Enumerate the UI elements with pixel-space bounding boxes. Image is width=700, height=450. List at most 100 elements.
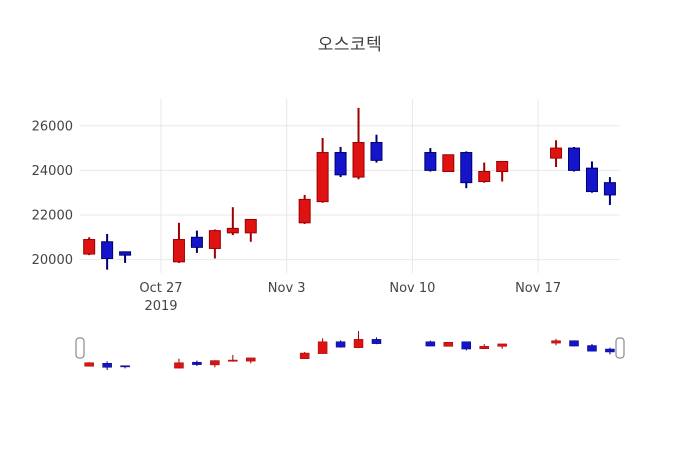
candle-body (442, 154, 455, 172)
rangeslider-mini-candle (353, 331, 364, 349)
rangeslider-mini-candle (210, 360, 220, 368)
rangeslider-mini-candle (551, 338, 561, 346)
mini-candle-body (569, 340, 579, 347)
mini-candle-body (443, 342, 454, 347)
x-axis-tick-sublabel: 2019 (144, 299, 177, 314)
rangeslider-mini-candle (605, 347, 615, 355)
rangeslider-mini-candle (228, 354, 238, 362)
mini-candle-body (120, 365, 130, 368)
x-axis-tick-label: Nov 10 (389, 281, 435, 296)
candle-up[interactable] (226, 207, 239, 236)
candle-down[interactable] (424, 148, 437, 172)
y-axis-tick-label: 26000 (32, 119, 73, 134)
candle-body (568, 147, 581, 171)
rangeslider-mini-candle (569, 340, 579, 347)
rangeslider-mini-candle (102, 361, 112, 370)
chart-title: 오스코텍 (317, 35, 383, 55)
rangeslider-mini-candle (425, 340, 436, 347)
candle-body (496, 160, 509, 172)
mini-candle-body (299, 352, 310, 359)
candle-down[interactable] (119, 251, 132, 263)
candle-body (190, 236, 203, 248)
mini-candle-body (587, 345, 597, 352)
rangeslider-mini-candle (174, 358, 184, 369)
mini-candle-body (605, 348, 615, 353)
candle-body (208, 230, 221, 249)
candle-up[interactable] (172, 222, 185, 263)
candle-body (298, 198, 311, 224)
candle-body (603, 182, 616, 196)
mini-candle-body (335, 341, 346, 348)
mini-candle-body (461, 341, 472, 350)
x-axis-tick-label: Nov 17 (515, 281, 561, 296)
rangeslider-mini-candle (497, 343, 507, 349)
rangeslider-mini-candle (246, 357, 256, 364)
candle-up[interactable] (496, 160, 509, 182)
candle-body (460, 152, 473, 184)
candle-down[interactable] (101, 233, 114, 270)
candle-body (244, 218, 257, 234)
mini-candle-body (84, 362, 94, 367)
mini-candle-body (174, 362, 184, 369)
candle-body (352, 142, 365, 178)
candle-down[interactable] (334, 146, 347, 178)
candle-body (550, 147, 563, 159)
candle-body (226, 227, 239, 234)
rangeslider-mini-candle (317, 338, 328, 354)
x-axis-tick-label: Oct 27 (139, 281, 182, 296)
candle-down[interactable] (190, 230, 203, 253)
mini-candle-body (551, 340, 561, 344)
candle-up[interactable] (298, 194, 311, 224)
mini-candle-body (497, 343, 507, 347)
mini-candle-body (371, 339, 382, 344)
candle-up[interactable] (244, 218, 257, 242)
x-axis-tick-label: Nov 3 (268, 281, 306, 296)
candle-body (424, 152, 437, 171)
rangeslider-handle-left[interactable] (75, 337, 85, 359)
candle-down[interactable] (585, 161, 598, 193)
mini-candle-body (192, 361, 202, 365)
candle-up[interactable] (208, 229, 221, 259)
candle-body (478, 171, 491, 183)
y-axis-tick-label: 24000 (32, 164, 73, 179)
rangeslider-mini-candle (371, 337, 382, 345)
rangeslider-mini-candle (443, 342, 454, 347)
candle-body (172, 239, 185, 263)
candle-up[interactable] (83, 237, 96, 256)
plot-area[interactable] (80, 99, 620, 273)
mini-candle-body (425, 341, 436, 347)
rangeslider-handle-right[interactable] (615, 337, 625, 359)
candle-body (370, 142, 383, 161)
candle-body (101, 241, 114, 259)
candle-up[interactable] (478, 162, 491, 183)
rangeslider-track[interactable] (80, 330, 620, 373)
candle-up[interactable] (550, 140, 563, 168)
mini-candle-body (210, 360, 220, 366)
candle-body (83, 239, 96, 255)
candle-down[interactable] (460, 151, 473, 189)
rangeslider-mini-candle (120, 365, 130, 369)
candle-up[interactable] (316, 138, 329, 203)
candle-up[interactable] (442, 154, 455, 172)
candle-body (119, 251, 132, 256)
mini-candle-body (102, 363, 112, 368)
rangeslider-mini-candle (192, 360, 202, 366)
candle-up[interactable] (352, 107, 365, 180)
rangeslider-mini-candle (335, 340, 346, 348)
rangeslider-mini-candle (84, 362, 94, 367)
rangeslider-mini-candle (299, 351, 310, 359)
y-axis-tick-label: 22000 (32, 209, 73, 224)
candle-body (334, 152, 347, 176)
mini-candle-body (228, 359, 238, 362)
candle-down[interactable] (370, 134, 383, 163)
mini-candle-body (317, 341, 328, 354)
mini-candle-body (353, 339, 364, 348)
mini-candle-body (479, 346, 489, 350)
mini-candle-body (246, 357, 256, 362)
rangeslider-mini-candle (587, 343, 597, 352)
candle-body (585, 167, 598, 193)
candle-down[interactable] (603, 177, 616, 205)
candle-down[interactable] (568, 146, 581, 172)
